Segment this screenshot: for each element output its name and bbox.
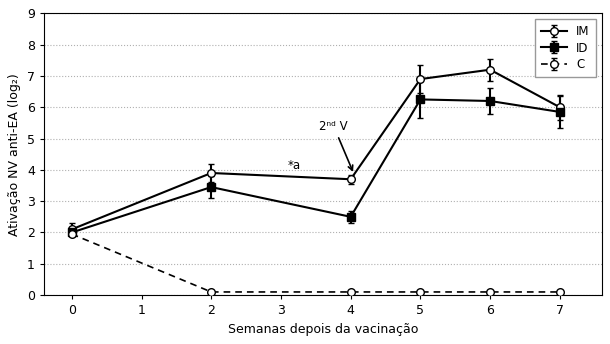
Text: 2ⁿᵈ V: 2ⁿᵈ V: [319, 119, 353, 170]
Legend: IM, ID, C: IM, ID, C: [535, 19, 596, 77]
Y-axis label: Ativação NV anti-EA (log₂): Ativação NV anti-EA (log₂): [9, 73, 21, 236]
X-axis label: Semanas depois da vacinação: Semanas depois da vacinação: [228, 323, 418, 336]
Text: *a: *a: [288, 159, 301, 172]
